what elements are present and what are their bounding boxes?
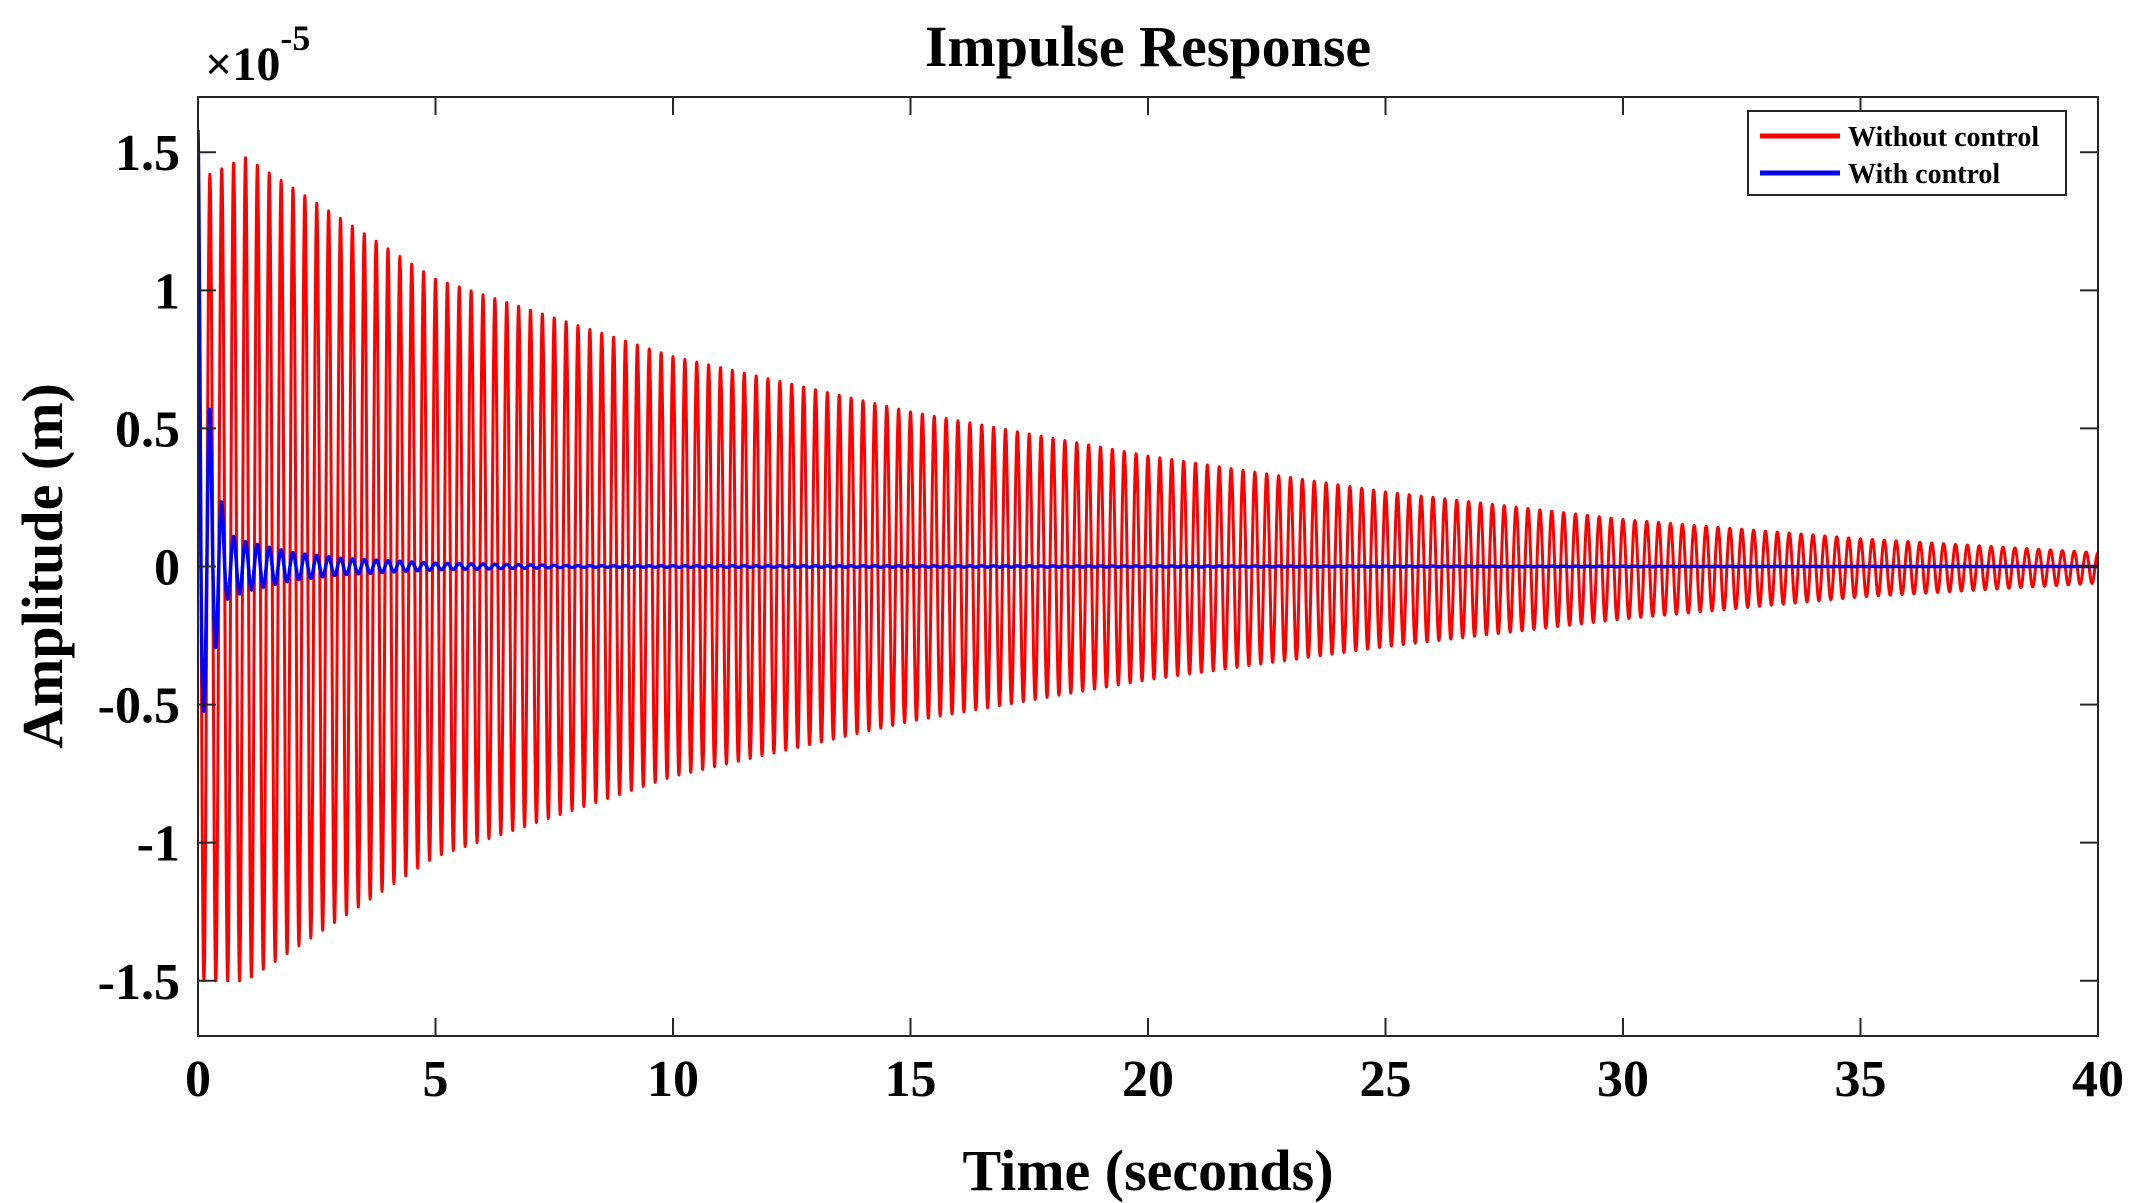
y-exponent-base: ×10	[205, 38, 280, 91]
y-tick-label: 0.5	[115, 401, 180, 458]
y-tick-label: -0.5	[98, 678, 180, 735]
legend-label-with-control: With control	[1848, 159, 2000, 190]
x-tick-label: 25	[1360, 1051, 1412, 1108]
y-axis-exponent-label: ×10-5	[205, 18, 310, 91]
x-tick-label: 40	[2072, 1051, 2124, 1108]
y-tick-label: 1.5	[115, 125, 180, 182]
series-line-with-control	[198, 130, 2098, 714]
y-tick-label: 0	[154, 540, 180, 597]
y-exponent-power: -5	[280, 18, 310, 58]
x-axis-label: Time (seconds)	[962, 1138, 1333, 1203]
x-tick-label: 10	[647, 1051, 699, 1108]
y-tick-label: -1	[137, 816, 180, 873]
x-tick-label: 0	[185, 1051, 211, 1108]
legend: Without control With control	[1747, 110, 2067, 196]
x-tick-label: 15	[885, 1051, 937, 1108]
y-axis-ticks: -1.5 -1 -0.5 0 0.5 1 1.5	[98, 125, 2098, 1011]
x-tick-label: 5	[423, 1051, 449, 1108]
x-tick-label: 30	[1597, 1051, 1649, 1108]
y-tick-label: 1	[154, 263, 180, 320]
y-tick-label: -1.5	[98, 954, 180, 1011]
legend-label-without-control: Without control	[1848, 122, 2039, 153]
series-layer	[198, 130, 2098, 983]
x-axis-ticks: 0 5 10 15 20 25 30 35 40	[185, 97, 2124, 1108]
y-axis-label: Amplitude (m)	[10, 383, 75, 749]
legend-box	[1747, 110, 2067, 196]
x-tick-label: 20	[1122, 1051, 1174, 1108]
x-tick-label: 35	[1835, 1051, 1887, 1108]
chart-title: Impulse Response	[925, 14, 1371, 79]
series-line-without-control	[198, 156, 2098, 983]
